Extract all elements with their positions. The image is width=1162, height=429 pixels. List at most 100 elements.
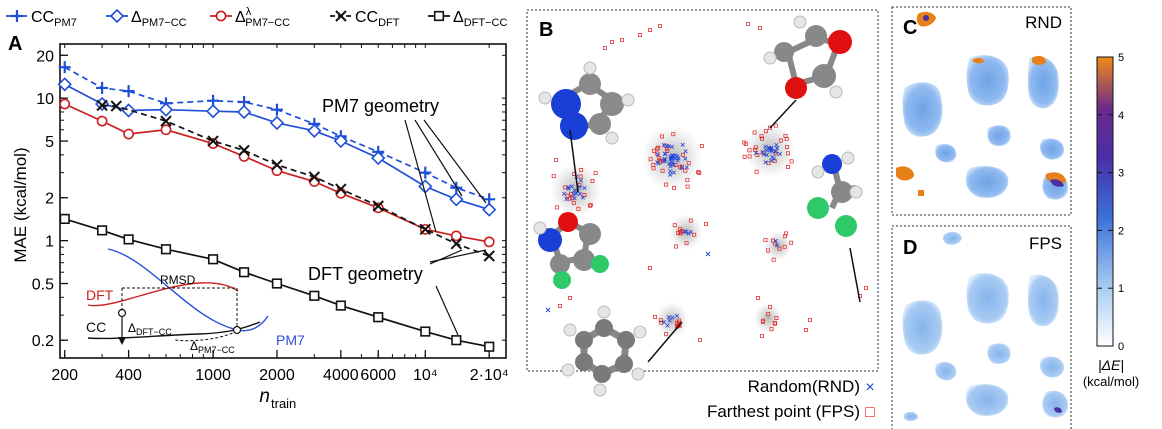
fps-point xyxy=(789,159,794,164)
panel-d: D FPS xyxy=(891,225,1072,429)
fps-point xyxy=(679,230,684,235)
fps-point xyxy=(783,133,788,138)
rnd-point xyxy=(668,169,673,174)
rnd-point xyxy=(764,148,769,153)
panel-a-label: A xyxy=(8,33,22,55)
colorbar-tick-label: 3 xyxy=(1118,168,1124,180)
cluster-map xyxy=(545,22,868,342)
data-point-cc-dft xyxy=(450,238,463,250)
panel-c-label: C xyxy=(903,17,917,39)
rnd-point xyxy=(674,313,680,318)
fps-point xyxy=(786,165,791,169)
data-point-delta-dft-cc xyxy=(238,267,250,278)
atom-h xyxy=(561,363,575,377)
data-point-cc-dft xyxy=(419,223,432,236)
inset-rmsd-label: RMSD xyxy=(160,273,196,287)
fps-point xyxy=(554,205,559,210)
data-point-cc-dft xyxy=(96,99,108,112)
x-tick-label: 4000 xyxy=(323,367,359,384)
rnd-point xyxy=(763,160,768,165)
rnd-point xyxy=(662,158,667,163)
x-tick-label: 400 xyxy=(115,367,142,384)
data-point-legend xyxy=(11,10,23,22)
fps-point xyxy=(759,134,764,139)
fps-point xyxy=(768,304,773,309)
fps-point xyxy=(760,319,765,324)
fps-point xyxy=(766,312,771,317)
atom-h xyxy=(621,93,635,107)
colorbar-tick-label: 4 xyxy=(1118,110,1124,122)
legend-item-delta-lambda-pm7-cc: Δλ PM7−CC xyxy=(210,6,290,29)
data-point-delta-lambda-pm7-cc xyxy=(160,124,172,136)
data-point-cc-dft xyxy=(160,115,172,127)
fps-point xyxy=(648,266,652,270)
x-tick-label: 200 xyxy=(51,367,78,384)
fps-point xyxy=(651,166,656,171)
atom-c xyxy=(589,113,611,135)
y-axis-label: MAE (kcal/mol) xyxy=(11,147,30,262)
fps-point xyxy=(765,248,770,253)
y-tick-label: 0.5 xyxy=(32,277,54,294)
fps-point xyxy=(588,203,593,208)
rnd-point xyxy=(670,315,675,320)
legend-label-cc-dft: CCDFT xyxy=(355,9,400,29)
rnd-point xyxy=(686,231,691,236)
atom-o xyxy=(785,77,807,99)
fps-point xyxy=(864,286,868,290)
atom-h xyxy=(841,151,855,165)
data-point-delta-dft-cc xyxy=(97,225,108,236)
fps-point xyxy=(648,157,653,162)
panel-b: B xyxy=(526,9,879,421)
fps-point xyxy=(651,148,656,153)
tick-labels: 200 400 1000 2000 4000 6000 10⁴ 2·10⁴ 0.2 0.5 1 2 5 1… xyxy=(32,48,509,384)
fps-point xyxy=(770,238,775,243)
fps-point xyxy=(578,174,583,179)
data-point-delta-lambda-pm7-cc xyxy=(96,115,108,127)
fps-point xyxy=(753,145,758,150)
annotation-dft-geometry: DFT geometry xyxy=(308,264,423,284)
rnd-point xyxy=(671,170,676,175)
atom-h xyxy=(633,325,647,339)
data-point-delta-pm7-cc xyxy=(269,115,285,131)
data-point-legend xyxy=(433,10,445,22)
fps-point xyxy=(755,153,760,157)
rnd-point xyxy=(566,186,571,191)
legend-rnd-label: Random(RND) xyxy=(748,377,860,396)
fps-point xyxy=(771,257,776,262)
fps-point xyxy=(671,132,676,137)
panel-d-label: D xyxy=(903,237,917,259)
fps-point xyxy=(655,146,660,151)
fps-point xyxy=(686,161,691,166)
fps-point xyxy=(699,144,704,148)
error-map-rnd xyxy=(896,11,1068,200)
atom-c xyxy=(575,331,593,349)
y-tick-label: 10 xyxy=(36,91,54,108)
pointer-line xyxy=(414,119,463,197)
data-point-delta-lambda-pm7-cc xyxy=(207,138,219,149)
fps-point xyxy=(664,332,669,337)
atom-c xyxy=(550,254,570,274)
atom-c xyxy=(579,223,601,245)
fps-point xyxy=(681,152,686,157)
data-point-cc-dft xyxy=(271,159,283,171)
fps-point xyxy=(764,129,768,134)
fps-point xyxy=(610,40,614,44)
data-point-cc-dft xyxy=(238,144,250,157)
panel-a-legend: CCPM7 ΔPM7−CC Δλ PM7−CC CCDFT ΔDFT−CC xyxy=(6,6,507,29)
rnd-point xyxy=(683,156,688,161)
fps-point xyxy=(742,140,747,145)
cluster-density xyxy=(550,163,602,217)
colorbar-gradient xyxy=(1096,56,1114,347)
data-point-delta-lambda-pm7-cc xyxy=(123,128,135,140)
rnd-point xyxy=(774,243,780,248)
rnd-point xyxy=(571,192,576,197)
fps-point xyxy=(742,154,747,159)
fps-point xyxy=(582,193,587,198)
rnd-point xyxy=(683,149,688,154)
y-tick-label: 5 xyxy=(45,134,54,151)
fps-point xyxy=(562,185,567,190)
fps-point xyxy=(789,240,794,245)
legend-rnd-marker: × xyxy=(865,379,874,396)
rnd-point xyxy=(777,151,782,157)
atom-n xyxy=(560,112,588,140)
